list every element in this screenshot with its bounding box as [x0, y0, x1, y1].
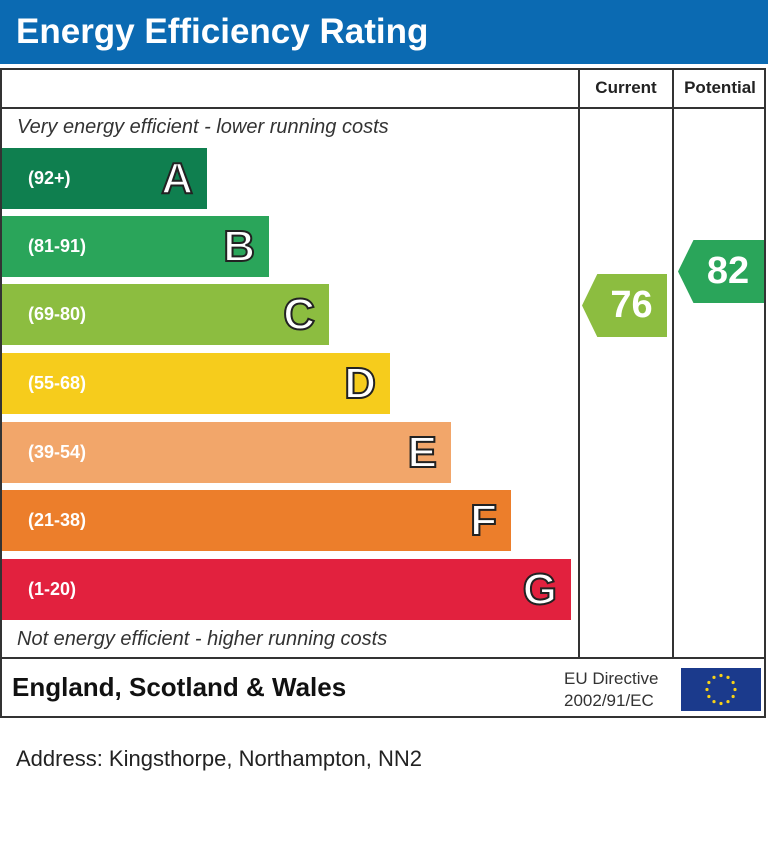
current-rating-arrow: 76: [582, 274, 667, 337]
rating-bar-c: (69-80) C: [2, 284, 329, 345]
bar-letter: G: [522, 564, 558, 615]
address: Address: Kingsthorpe, Northampton, NN2: [16, 746, 422, 771]
eu-flag-icon: [681, 668, 761, 711]
directive-line1: EU Directive: [564, 669, 659, 688]
star-icon: [726, 700, 730, 704]
region-label: England, Scotland & Wales: [12, 672, 347, 702]
star-icon: [712, 700, 716, 704]
bar-letter: C: [282, 289, 316, 340]
potential-header: Potential: [684, 78, 756, 97]
current-header: Current: [595, 78, 657, 97]
star-icon: [733, 687, 737, 692]
rating-table: [0, 68, 766, 718]
rating-bar-g: (1-20) G: [2, 559, 571, 620]
bar-range: (39-54): [28, 442, 87, 462]
bar-letter: F: [469, 495, 498, 546]
bar-range: (92+): [28, 168, 71, 188]
rating-bar-a: (92+) A: [2, 148, 207, 209]
star-icon: [719, 673, 723, 678]
page-title: Energy Efficiency Rating: [0, 0, 768, 64]
star-icon: [726, 675, 730, 679]
bar-range: (69-80): [28, 304, 87, 324]
divider: [0, 657, 766, 659]
star-icon: [707, 680, 711, 685]
star-icon: [731, 694, 735, 699]
star-icon: [712, 675, 716, 679]
star-icon: [719, 701, 723, 706]
rating-bar-e: (39-54) E: [2, 422, 451, 483]
bar-letter: D: [343, 358, 377, 409]
bar-range: (55-68): [28, 373, 87, 393]
bar-range: (1-20): [28, 579, 77, 599]
rating-bar-d: (55-68) D: [2, 353, 390, 414]
rating-bar-b: (81-91) B: [2, 216, 269, 277]
star-icon: [705, 687, 709, 692]
bar-range: (21-38): [28, 510, 87, 530]
divider: [0, 107, 766, 109]
rating-bar-f: (21-38) F: [2, 490, 511, 551]
bottom-note: Not energy efficient - higher running co…: [17, 628, 388, 650]
bar-letter: E: [407, 427, 438, 478]
divider: [672, 68, 674, 659]
bar-letter: A: [160, 153, 194, 204]
bar-letter: B: [222, 221, 256, 272]
potential-rating-arrow: 82: [678, 240, 764, 303]
star-icon: [707, 694, 711, 699]
eu-directive: EU Directive 2002/91/EC: [564, 668, 658, 712]
bar-range: (81-91): [28, 236, 87, 256]
directive-line2: 2002/91/EC: [564, 691, 654, 710]
top-note: Very energy efficient - lower running co…: [17, 116, 389, 138]
divider: [578, 68, 580, 659]
star-icon: [731, 680, 735, 685]
